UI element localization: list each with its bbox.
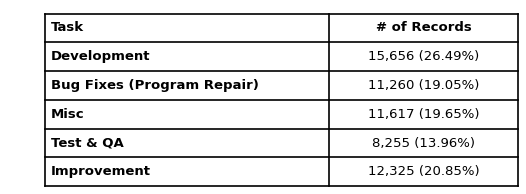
Text: Bug Fixes (Program Repair): Bug Fixes (Program Repair) xyxy=(51,79,259,92)
Text: Task: Task xyxy=(51,22,84,35)
Text: # of Records: # of Records xyxy=(376,22,471,35)
Text: Improvement: Improvement xyxy=(51,165,151,178)
Text: Misc: Misc xyxy=(51,108,85,121)
Text: 12,325 (20.85%): 12,325 (20.85%) xyxy=(368,165,479,178)
Text: 11,617 (19.65%): 11,617 (19.65%) xyxy=(368,108,479,121)
Text: 15,656 (26.49%): 15,656 (26.49%) xyxy=(368,50,479,63)
Text: 8,255 (13.96%): 8,255 (13.96%) xyxy=(372,137,475,150)
Text: Test & QA: Test & QA xyxy=(51,137,124,150)
Text: 11,260 (19.05%): 11,260 (19.05%) xyxy=(368,79,479,92)
Text: Development: Development xyxy=(51,50,150,63)
